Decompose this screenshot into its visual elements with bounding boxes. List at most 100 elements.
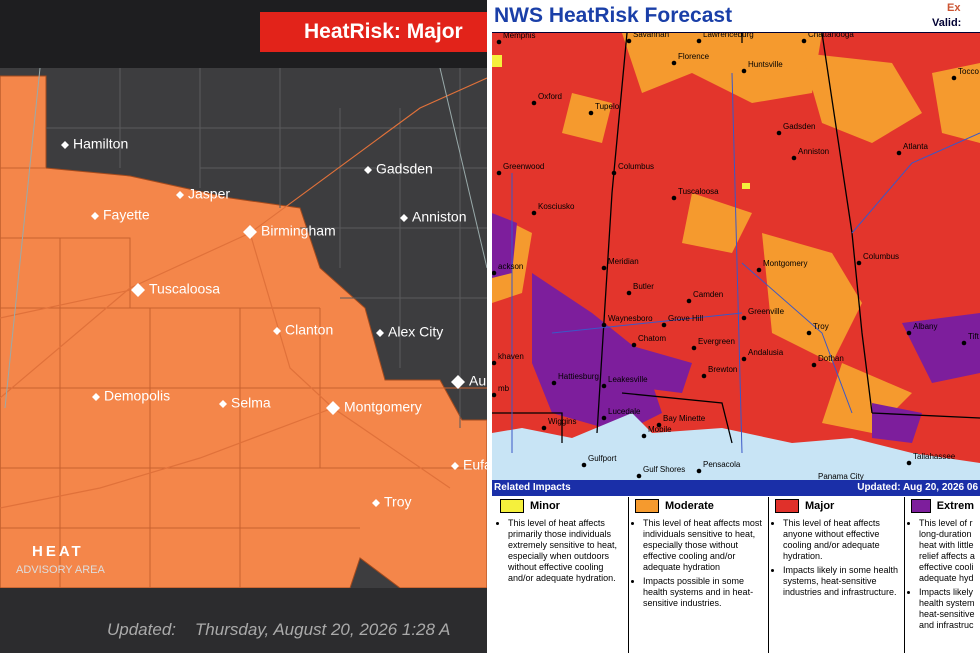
bullet-text: This level of r xyxy=(919,518,973,528)
city-label: Chatom xyxy=(638,334,666,343)
city-label: Oxford xyxy=(538,92,562,101)
city-label: Mobile xyxy=(648,425,672,434)
banner: HeatRisk: Major xyxy=(260,12,487,52)
legend-column: Major This level of heat affects anyone w… xyxy=(769,497,905,653)
city-label: Fayette xyxy=(103,207,150,223)
city-label: Atlanta xyxy=(903,142,928,151)
legend-column: Moderate This level of heat affects most … xyxy=(629,497,769,653)
impacts-label: Related Impacts xyxy=(494,482,571,493)
city-marker xyxy=(951,75,957,81)
city-label: Anniston xyxy=(412,209,466,225)
city-label: Gadsden xyxy=(783,122,815,131)
city-label: Eufau xyxy=(463,457,487,473)
advisory-area xyxy=(0,75,487,588)
city-marker xyxy=(656,422,662,428)
legend-header: Major xyxy=(769,497,904,515)
city-label: Leakesville xyxy=(608,375,648,384)
interstates xyxy=(511,72,980,454)
city-marker xyxy=(961,340,967,346)
city-marker xyxy=(626,38,632,44)
city-label: Au xyxy=(469,373,486,389)
city-label: Lawrenceburg xyxy=(703,33,754,39)
legend-swatch xyxy=(775,499,799,513)
city-label: Tuscaloosa xyxy=(678,187,719,196)
city-marker xyxy=(696,468,702,474)
title: NWS HeatRisk Forecast xyxy=(494,4,733,27)
corner-top: Ex xyxy=(947,2,961,14)
legend-bullets: This level of heat affects most individu… xyxy=(629,518,768,609)
right-map: Memphis Savannah Lawrenceburg Chattanooga Fl… xyxy=(492,33,980,480)
city-label: Tuscaloosa xyxy=(149,281,220,297)
bullet-text: heat with little xyxy=(919,540,974,550)
city-marker xyxy=(492,392,497,398)
city-marker xyxy=(61,141,69,149)
city-label: Gulfport xyxy=(588,454,617,463)
city-marker xyxy=(219,400,227,408)
bullet-text: This level of heat affects most individu… xyxy=(643,518,762,572)
city-label: Hattiesburg xyxy=(558,372,599,381)
extreme-areas xyxy=(492,213,980,443)
city-label: Savannah xyxy=(633,33,669,39)
city-marker xyxy=(326,401,340,415)
city-marker xyxy=(896,150,902,156)
bullet-text: This level of heat affects anyone withou… xyxy=(783,518,880,561)
city-label: Anniston xyxy=(798,147,829,156)
city-marker xyxy=(601,265,607,271)
city-marker xyxy=(496,39,502,45)
city-marker xyxy=(701,373,707,379)
legend-swatch xyxy=(911,499,931,513)
bullet-text: and infrastruc xyxy=(919,620,974,630)
city-marker xyxy=(856,260,862,266)
city-marker xyxy=(451,462,459,470)
city-label: Tallahassee xyxy=(913,452,956,461)
left-panel: HeatRisk: Major Hamilton Jasper Fayette Bir… xyxy=(0,0,487,653)
city-marker xyxy=(626,290,632,296)
city-marker xyxy=(906,460,912,466)
state-line xyxy=(439,68,487,269)
city-marker xyxy=(741,315,747,321)
city-marker xyxy=(91,212,99,220)
city-label: Gadsden xyxy=(376,161,433,177)
city-marker xyxy=(273,327,281,335)
city-marker xyxy=(686,298,692,304)
city-marker xyxy=(906,330,912,336)
legend-name: Minor xyxy=(530,499,560,512)
legend-column: Minor This level of heat affects primaril… xyxy=(494,497,629,653)
city-marker xyxy=(531,210,537,216)
city-label: Bay Minette xyxy=(663,414,706,423)
left-map: Hamilton Jasper Fayette Birmingham Gadsden An… xyxy=(0,68,487,588)
city-marker xyxy=(92,393,100,401)
legend-header: Extrem xyxy=(905,497,980,515)
city-label: Columbus xyxy=(618,162,654,171)
city-marker xyxy=(364,166,372,174)
corner-valid: Valid: xyxy=(932,17,962,29)
city-label: Pensacola xyxy=(703,460,741,469)
updated-value: Thursday, August 20, 2026 1:28 A xyxy=(194,620,451,639)
city-label: Columbus xyxy=(863,252,899,261)
city-label: Selma xyxy=(231,395,271,411)
city-marker xyxy=(776,130,782,136)
city-marker xyxy=(601,383,607,389)
city-label: Gulf Shores xyxy=(643,465,685,474)
city-label: Clanton xyxy=(285,322,333,338)
legend-bullets: This level of heat affects anyone withou… xyxy=(769,518,904,598)
city-label: Albany xyxy=(913,322,937,331)
bullet-text: heat-sensitive xyxy=(919,609,975,619)
city-marker xyxy=(636,473,642,479)
city-label: Panama City xyxy=(818,472,864,480)
city-marker xyxy=(791,155,797,161)
city-marker xyxy=(611,170,617,176)
divider xyxy=(487,0,492,653)
city-label: Greenwood xyxy=(503,162,544,171)
city-marker xyxy=(376,329,384,337)
city-marker xyxy=(492,360,497,366)
city-label: Jasper xyxy=(188,186,230,202)
city-label: Demopolis xyxy=(104,388,170,404)
city-label: Camden xyxy=(693,290,723,299)
city-label: Memphis xyxy=(503,33,535,40)
city-label: Butler xyxy=(633,282,654,291)
gulf-water xyxy=(492,413,980,480)
city-label: Alex City xyxy=(388,324,443,340)
right-panel: NWS HeatRisk Forecast Ex Valid: xyxy=(492,0,980,653)
city-marker xyxy=(811,362,817,368)
